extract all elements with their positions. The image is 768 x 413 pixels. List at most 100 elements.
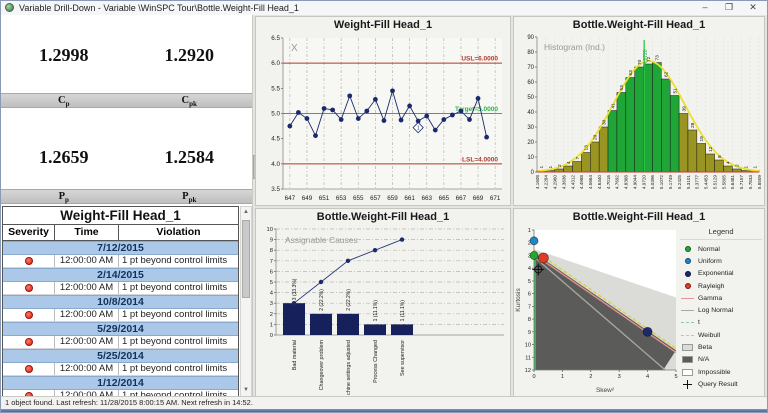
svg-text:4.6340: 4.6340 [597, 175, 602, 189]
svg-text:4: 4 [566, 161, 572, 164]
svg-text:4.5: 4.5 [271, 136, 280, 143]
svg-text:1 (11.1%): 1 (11.1%) [400, 300, 406, 322]
svg-text:9: 9 [270, 238, 273, 244]
svg-text:2: 2 [528, 241, 531, 247]
svg-text:80: 80 [527, 50, 534, 56]
svg-text:5.0: 5.0 [271, 111, 280, 118]
pareto-canvas[interactable]: 0 1 2 3 4 5 6 7 8 9 10 Assignable Causes 3 (33.3%) 2 … [256, 224, 510, 395]
svg-text:4.1608: 4.1608 [535, 175, 540, 189]
normal-curve [536, 60, 760, 173]
svg-text:6.0: 6.0 [271, 60, 280, 67]
t-swatch-icon [680, 322, 695, 324]
svg-text:5: 5 [270, 280, 273, 286]
control-chart-title: Weight-Fill Head_1 [333, 19, 433, 31]
legend-item: Log Normal [680, 304, 762, 316]
svg-text:20: 20 [593, 134, 599, 140]
col-violation[interactable]: Violation [156, 226, 201, 238]
svg-text:3: 3 [528, 253, 531, 259]
svg-text:Process Changed: Process Changed [373, 340, 379, 383]
svg-text:7: 7 [575, 157, 581, 160]
cp-cpk-labels: Cp Cpk [1, 93, 252, 108]
scrollbar-thumb[interactable] [242, 220, 250, 298]
uniform-swatch-icon [680, 258, 695, 265]
violations-scrollbar[interactable]: ▲ ▼ [240, 206, 252, 397]
log-normal-swatch-icon [680, 310, 695, 312]
svg-text:6.5: 6.5 [271, 35, 280, 42]
violation-row[interactable]: 12:00:00 AM 1 pt beyond control limits [3, 389, 238, 396]
legend-item-label: t [698, 319, 700, 327]
violation-date-band[interactable]: 5/25/2014 [3, 349, 238, 363]
svg-text:5.5: 5.5 [271, 85, 280, 92]
control-chart-canvas[interactable]: 647 649 651 653 655 657 659 661 663 665 667 669 671 3… [256, 32, 510, 204]
query-result-swatch-icon [680, 379, 695, 389]
svg-text:2: 2 [735, 164, 741, 167]
exponential-marker [642, 326, 653, 337]
violation-row[interactable]: 12:00:00 AM 1 pt beyond control limits [3, 281, 238, 295]
cpk-label: Cpk [181, 95, 197, 109]
svg-text:Skew²: Skew² [596, 387, 615, 394]
severity-icon [24, 337, 33, 346]
violation-date-band[interactable]: 10/8/2014 [3, 295, 238, 309]
na-region [534, 252, 676, 370]
svg-text:7: 7 [528, 304, 531, 310]
svg-text:11: 11 [525, 355, 531, 361]
svg-text:6: 6 [528, 292, 531, 298]
svg-text:0: 0 [270, 333, 273, 339]
violation-row[interactable]: 12:00:00 AM 1 pt beyond control limits [3, 254, 238, 268]
legend-item: Gamma [680, 292, 762, 304]
histogram-title: Bottle.Weight-Fill Head_1 [572, 19, 706, 31]
violation-date-band[interactable]: 7/12/2015 [3, 241, 238, 255]
svg-text:10: 10 [527, 155, 534, 161]
svg-text:5.1072: 5.1072 [659, 175, 664, 189]
violation-date-band[interactable]: 1/12/2014 [3, 376, 238, 390]
restore-icon[interactable]: ❐ [724, 2, 734, 12]
svg-text:5: 5 [674, 374, 677, 380]
svg-text:4: 4 [646, 374, 649, 380]
pareto-title: Bottle.Weight-Fill Head_1 [316, 211, 450, 223]
cp-cpk-values: 1.2998 1.2920 [1, 45, 252, 66]
violation-date-band[interactable]: 2/14/2015 [3, 268, 238, 282]
window-title: Variable Drill-Down - Variable \WinSPC T… [19, 3, 299, 13]
violation-row[interactable]: 12:00:00 AM 1 pt beyond control limits [3, 335, 238, 349]
distribution-fit-panel: Bottle.Weight-Fill Head_1 1 2 3 4 5 6 7 8 9 10 11 1… [513, 208, 765, 397]
svg-text:5.5805: 5.5805 [721, 175, 726, 189]
svg-text:1: 1 [548, 166, 554, 169]
svg-text:4.8368: 4.8368 [624, 175, 629, 189]
col-time[interactable]: Time [55, 225, 119, 240]
violation-row[interactable]: 12:00:00 AM 1 pt beyond control limits [3, 308, 238, 322]
svg-text:4.7016: 4.7016 [606, 175, 611, 189]
svg-text:9: 9 [528, 330, 531, 336]
minimize-icon[interactable]: – [702, 2, 708, 12]
app-icon [5, 3, 14, 12]
annotation-marker [412, 121, 424, 134]
svg-text:72: 72 [646, 56, 652, 62]
svg-text:4.5664: 4.5664 [588, 175, 593, 189]
svg-text:28: 28 [690, 122, 696, 128]
normal-swatch-icon [680, 246, 695, 253]
col-severity[interactable]: Severity [3, 225, 55, 240]
svg-text:1 (11.1%): 1 (11.1%) [373, 300, 379, 322]
violation-date-band[interactable]: 5/29/2014 [3, 322, 238, 336]
scroll-up-icon[interactable]: ▲ [243, 209, 249, 215]
uniform-marker [529, 236, 539, 246]
distribution-fit-title: Bottle.Weight-Fill Head_1 [572, 211, 706, 223]
dist-line [533, 256, 666, 371]
svg-text:655: 655 [353, 195, 364, 202]
svg-text:X=4.9720: X=4.9720 [643, 49, 649, 71]
legend-item: Rayleigh [680, 280, 762, 292]
svg-text:3 (33.3%): 3 (33.3%) [292, 278, 298, 300]
svg-text:1: 1 [561, 374, 564, 380]
legend-item: Weibull [680, 329, 762, 341]
svg-text:41: 41 [610, 103, 616, 109]
violation-row[interactable]: 12:00:00 AM 1 pt beyond control limits [3, 362, 238, 376]
legend-item-label: Query Result [698, 380, 738, 388]
exponential-swatch-icon [680, 270, 695, 277]
svg-text:1: 1 [539, 166, 545, 169]
scroll-down-icon[interactable]: ▼ [243, 387, 249, 393]
svg-text:4.7692: 4.7692 [615, 175, 620, 189]
legend-item: Normal [680, 243, 762, 255]
close-icon[interactable]: ✕ [749, 2, 757, 12]
legend-items: Normal Uniform Exponential Rayleigh Gamma Log… [680, 243, 762, 391]
